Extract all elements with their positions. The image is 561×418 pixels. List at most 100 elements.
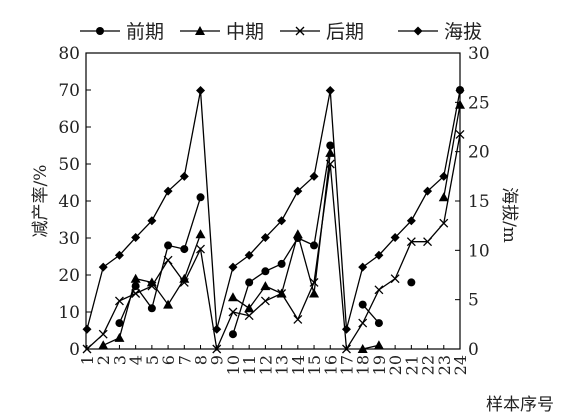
data-point (114, 332, 125, 342)
x-marker-stroke (358, 318, 368, 328)
legend-marker (96, 27, 104, 35)
data-point (293, 186, 303, 196)
legend-item: 后期 (280, 21, 364, 43)
x-marker-stroke (293, 314, 303, 324)
y-tick-label: 10 (58, 303, 80, 323)
series-line (102, 104, 461, 350)
data-point (309, 171, 319, 181)
data-point (374, 319, 383, 328)
data-point (98, 340, 109, 350)
data-point (245, 278, 254, 287)
x-tick-label: 21 (402, 355, 421, 375)
data-point (358, 318, 368, 328)
x-marker-stroke (455, 129, 465, 139)
series-line (86, 134, 461, 352)
x-tick-label: 1 (78, 355, 97, 365)
x-tick-label: 17 (337, 355, 356, 375)
y-tick-label: 40 (58, 192, 80, 212)
x-marker-stroke (277, 289, 287, 298)
series-中期 (98, 99, 465, 353)
y-axis-label: 减产率/% (31, 165, 51, 238)
x-tick-label: 20 (386, 355, 405, 375)
data-point (406, 216, 416, 226)
legend-item: 中期 (180, 21, 264, 43)
data-point (196, 85, 206, 95)
x-tick-label: 22 (419, 355, 438, 375)
y2-tick-label: 5 (468, 291, 479, 311)
x-tick-label: 15 (305, 355, 324, 375)
y-tick-label: 60 (58, 118, 80, 138)
data-point (114, 296, 124, 306)
x-marker-stroke (228, 307, 238, 317)
x-marker-stroke (179, 277, 189, 287)
x-tick-label: 2 (94, 355, 113, 365)
x-marker-stroke (260, 296, 270, 306)
data-point (455, 85, 465, 95)
legend-item: 前期 (80, 21, 164, 43)
legend-marker (295, 26, 305, 36)
y2-tick-label: 20 (468, 143, 490, 163)
data-point (439, 218, 449, 228)
x-tick-label: 9 (208, 355, 227, 365)
x-tick-label: 10 (224, 355, 243, 375)
x-marker-stroke (374, 285, 384, 295)
data-point (277, 216, 287, 226)
data-point (325, 147, 336, 157)
series-line (86, 90, 461, 330)
data-point (163, 255, 173, 265)
data-point (292, 229, 303, 239)
legend-label: 中期 (226, 21, 264, 43)
y-tick-label: 50 (58, 155, 80, 175)
data-point (390, 274, 400, 284)
data-point (98, 329, 108, 339)
data-point (325, 159, 335, 169)
data-point (115, 319, 124, 328)
x-tick-label: 3 (110, 355, 129, 365)
data-point (277, 289, 287, 298)
data-point (358, 300, 367, 309)
x-tick-label: 5 (143, 355, 162, 365)
data-point (114, 250, 124, 260)
legend-label: 前期 (126, 21, 164, 43)
data-point (130, 273, 141, 283)
x-tick-label: 19 (370, 355, 389, 375)
data-point (147, 216, 157, 226)
x-tick-label: 6 (159, 355, 178, 365)
x-tick-label: 8 (192, 355, 211, 365)
data-point (341, 324, 351, 334)
x-marker-stroke (163, 255, 173, 265)
plot-frame (85, 52, 461, 350)
x-marker-stroke (295, 26, 305, 36)
data-point (438, 192, 449, 202)
x-marker-stroke (309, 277, 319, 287)
y2-tick-label: 15 (468, 192, 490, 212)
data-point (163, 186, 173, 196)
data-point (195, 229, 206, 239)
x-marker-stroke (98, 329, 108, 339)
x-tick-label: 12 (256, 355, 275, 375)
data-point (244, 303, 255, 313)
x-marker-stroke (325, 159, 335, 169)
data-point (293, 314, 303, 324)
data-point (244, 250, 254, 260)
plot-area-border (85, 52, 461, 350)
x-tick-label: 4 (127, 355, 146, 365)
data-point (407, 278, 416, 287)
y2-tick-label: 0 (468, 340, 479, 360)
data-point (163, 299, 174, 309)
x-tick-label: 23 (435, 355, 454, 375)
data-point (423, 237, 433, 247)
data-point (228, 307, 238, 317)
x-marker-stroke (131, 289, 141, 298)
y-tick-label: 20 (58, 266, 80, 286)
x-tick-label: 14 (289, 355, 308, 375)
x-tick-label: 13 (273, 355, 292, 375)
data-point (260, 296, 270, 306)
data-point (196, 244, 205, 254)
legend: 前期 中期 后期 海拔 (80, 21, 482, 43)
x-tick-label: 16 (321, 355, 340, 375)
data-point (164, 241, 173, 250)
data-point (261, 267, 270, 276)
x-marker-stroke (244, 311, 254, 321)
data-point (228, 330, 237, 339)
